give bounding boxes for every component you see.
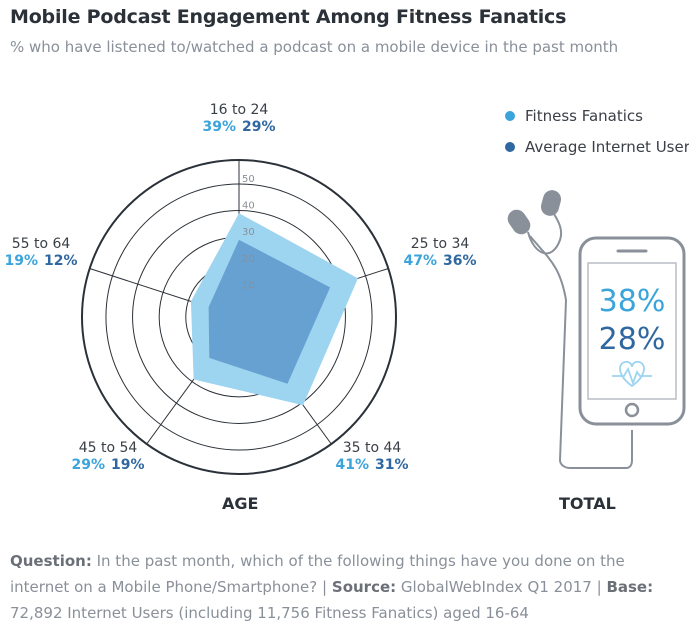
- category-label: 16 to 24 39% 29%: [189, 102, 289, 135]
- base-label: Base:: [606, 578, 654, 596]
- footnote: Question: In the past month, which of th…: [10, 548, 682, 626]
- legend-item-average-internet-user: Average Internet User: [505, 131, 689, 162]
- legend-label: Fitness Fanatics: [525, 106, 643, 125]
- left-earbud-icon: [507, 209, 531, 235]
- right-earbud-icon: [540, 190, 562, 216]
- value-labels: 41% 31%: [322, 457, 422, 473]
- chart-title: Mobile Podcast Engagement Among Fitness …: [10, 6, 567, 28]
- legend-label: Average Internet User: [525, 137, 689, 156]
- total-title: TOTAL: [559, 494, 616, 513]
- value-labels: 29% 19%: [58, 457, 158, 473]
- separator: |: [322, 578, 328, 596]
- value-label-average-user: 12%: [44, 253, 78, 269]
- phone-screen: [587, 262, 677, 400]
- category-name: 45 to 54: [78, 440, 138, 456]
- category-label: 35 to 44 41% 31%: [322, 440, 422, 473]
- value-label-fitness-fanatics: 47%: [403, 253, 437, 269]
- value-labels: 47% 36%: [390, 253, 490, 269]
- category-name: 35 to 44: [342, 440, 402, 456]
- separator: |: [596, 578, 602, 596]
- chart-subtitle: % who have listened to/watched a podcast…: [10, 38, 619, 56]
- legend-swatch: [505, 141, 515, 152]
- base-text: 72,892 Internet Users (including 11,756 …: [10, 604, 529, 622]
- question-label: Question:: [10, 552, 92, 570]
- value-labels: 39% 29%: [189, 119, 289, 135]
- total-fitness-fanatics-value: 38%: [598, 284, 666, 319]
- series-area-average-internet-user: [208, 239, 331, 384]
- legend-item-fitness-fanatics: Fitness Fanatics: [505, 100, 689, 131]
- value-label-average-user: 19%: [111, 457, 145, 473]
- value-label-fitness-fanatics: 41%: [335, 457, 369, 473]
- total-average-user-value: 28%: [598, 322, 666, 357]
- tick-label: 10: [242, 280, 255, 291]
- value-label-fitness-fanatics: 39%: [202, 119, 236, 135]
- category-label: 55 to 64 19% 12%: [0, 236, 91, 269]
- category-label: 45 to 54 29% 19%: [58, 440, 158, 473]
- tick-label: 40: [242, 201, 255, 212]
- question-text: In the past month, which of the followin…: [10, 552, 625, 596]
- phone-illustration: [507, 190, 686, 469]
- category-label: 25 to 34 47% 36%: [390, 236, 490, 269]
- legend: Fitness Fanatics Average Internet User: [505, 100, 689, 162]
- tick-label: 20: [242, 254, 255, 265]
- heartbeat-icon: [612, 360, 652, 388]
- value-labels: 19% 12%: [0, 253, 91, 269]
- value-label-average-user: 36%: [443, 253, 477, 269]
- value-label-average-user: 31%: [375, 457, 409, 473]
- source-label: Source:: [331, 578, 397, 596]
- source-text: GlobalWebIndex Q1 2017: [400, 578, 592, 596]
- axis-title: AGE: [222, 494, 259, 513]
- tick-label: 30: [242, 227, 255, 238]
- tick-label: 50: [242, 174, 255, 185]
- category-name: 55 to 64: [11, 236, 71, 252]
- value-label-fitness-fanatics: 29%: [71, 457, 105, 473]
- phone-cable: [529, 235, 633, 469]
- legend-swatch: [505, 110, 515, 121]
- phone-home-button: [624, 402, 640, 418]
- category-name: 25 to 34: [410, 236, 470, 252]
- value-label-average-user: 29%: [242, 119, 276, 135]
- value-label-fitness-fanatics: 19%: [4, 253, 38, 269]
- category-name: 16 to 24: [209, 102, 269, 118]
